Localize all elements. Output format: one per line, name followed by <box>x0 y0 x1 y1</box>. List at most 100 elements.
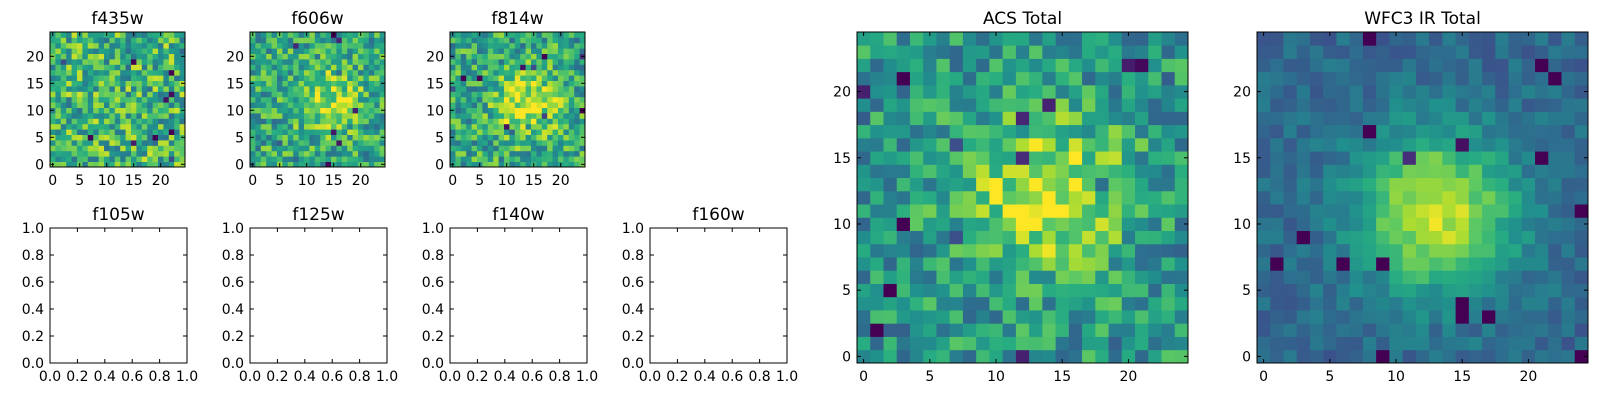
heatmap-cell <box>896 336 911 351</box>
heatmap-cell <box>1095 230 1109 245</box>
heatmap-cell <box>1095 98 1109 112</box>
heatmap-cell <box>883 151 898 165</box>
heatmap-cell <box>1029 45 1043 59</box>
heatmap-cell <box>1108 124 1123 139</box>
heatmap-cell <box>358 118 364 125</box>
heatmap-cell <box>563 150 570 157</box>
heatmap-cell <box>163 32 170 38</box>
heatmap-cell <box>1455 204 1470 218</box>
heatmap-cell <box>1362 71 1377 86</box>
heatmap-cell <box>1161 217 1176 231</box>
heatmap-cell <box>298 107 305 114</box>
heatmap-cell <box>962 84 977 99</box>
heatmap-cell <box>1482 243 1496 258</box>
heatmap-cell <box>179 48 186 54</box>
heatmap-cell <box>163 53 170 60</box>
heatmap-cell <box>287 150 294 157</box>
heatmap-cell <box>558 118 564 125</box>
heatmap-cell <box>93 156 99 162</box>
heatmap-cell <box>1068 124 1083 139</box>
heatmap-cell <box>1095 270 1109 284</box>
heatmap-cell <box>1135 283 1149 298</box>
heatmap-cell <box>336 118 343 125</box>
heatmap-cell <box>174 118 180 125</box>
heatmap-cell <box>260 118 267 125</box>
heatmap-cell <box>1309 296 1324 311</box>
heatmap-cell <box>1082 71 1096 86</box>
heatmap-cell <box>455 161 462 168</box>
heatmap-cell <box>1108 111 1123 126</box>
heatmap-cell <box>109 123 116 130</box>
heatmap-cell <box>363 37 370 44</box>
heatmap-cell <box>104 42 110 49</box>
heatmap-cell <box>120 80 126 87</box>
heatmap-cell <box>60 42 67 49</box>
heatmap-cell <box>1121 310 1136 324</box>
heatmap-cell <box>341 32 348 38</box>
heatmap-cell <box>55 64 62 71</box>
heatmap-cell <box>1349 243 1364 258</box>
heatmap-cell <box>1574 230 1589 245</box>
heatmap-cell <box>114 145 121 152</box>
heatmap-cell <box>93 80 99 87</box>
heatmap-cell <box>498 86 505 92</box>
heatmap-cell <box>1548 190 1562 205</box>
heatmap-cell <box>541 150 548 157</box>
heatmap-cell <box>536 96 543 103</box>
heatmap-cell <box>82 75 89 81</box>
heatmap-cell <box>109 161 116 168</box>
heatmap-cell <box>923 243 937 258</box>
heatmap-cell <box>77 150 83 157</box>
heatmap-cell <box>471 37 478 44</box>
heatmap-cell <box>1535 323 1549 337</box>
heatmap-cell <box>287 59 294 65</box>
heatmap-cell <box>460 150 467 157</box>
heatmap-cell <box>1482 190 1496 205</box>
heatmap-cell <box>574 156 580 162</box>
heatmap-cell <box>450 118 456 125</box>
heatmap-cell <box>260 69 267 76</box>
heatmap-cell <box>1042 349 1056 364</box>
heatmap-cell <box>1121 217 1136 231</box>
heatmap-cell <box>1376 310 1390 324</box>
heatmap-cell <box>1362 164 1377 179</box>
heatmap-cell <box>1309 336 1324 351</box>
heatmap-cell <box>336 53 343 60</box>
heatmap-cell <box>883 283 898 298</box>
heatmap-cell <box>477 53 483 60</box>
heatmap-cell <box>250 64 256 71</box>
heatmap-cell <box>1468 230 1483 245</box>
heatmap-cell <box>870 204 884 218</box>
heatmap-cell <box>1161 111 1176 126</box>
heatmap-cell <box>909 349 924 364</box>
heatmap-cell <box>1548 98 1562 112</box>
heatmap-cell <box>309 123 316 130</box>
heatmap-cell <box>477 96 483 103</box>
heatmap-cell <box>1376 45 1390 59</box>
heatmap-cell <box>87 86 94 92</box>
heatmap-cell <box>1389 349 1404 364</box>
heatmap-cell <box>82 129 89 135</box>
axes-frame <box>449 31 586 168</box>
heatmap-cell <box>314 129 321 135</box>
heatmap-cell <box>158 96 164 103</box>
heatmap-cell <box>114 64 121 71</box>
heatmap-cell <box>147 134 153 141</box>
heatmap-cell <box>1161 283 1176 298</box>
heatmap-cell <box>114 42 121 49</box>
heatmap-cell <box>579 129 586 135</box>
heatmap-cell <box>568 156 575 162</box>
heatmap-cell <box>1455 336 1470 351</box>
panel-title: f814w <box>491 9 543 29</box>
heatmap-cell <box>923 32 937 46</box>
heatmap-cell <box>60 118 67 125</box>
y-tick-label: 5 <box>35 130 44 146</box>
heatmap-cell <box>1482 336 1496 351</box>
heatmap-cell <box>531 150 537 157</box>
heatmap-cell <box>98 32 105 38</box>
heatmap-cell <box>493 59 499 65</box>
heatmap-cell <box>87 69 94 76</box>
heatmap-cell <box>255 107 262 114</box>
heatmap-cell <box>179 59 186 65</box>
heatmap-cell <box>466 32 472 38</box>
